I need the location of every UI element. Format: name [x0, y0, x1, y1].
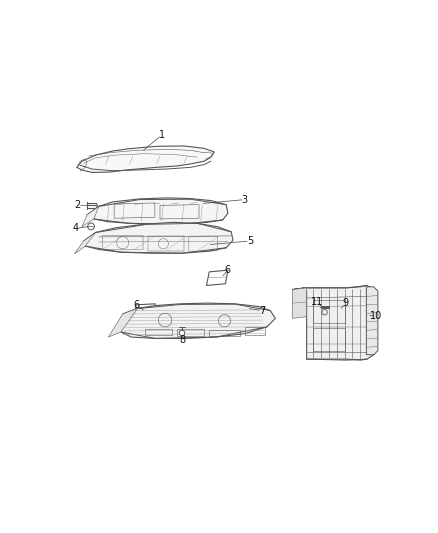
Text: 11: 11 [311, 297, 323, 307]
Polygon shape [293, 286, 374, 360]
Polygon shape [74, 232, 95, 254]
Text: 7: 7 [259, 305, 265, 316]
Polygon shape [87, 198, 228, 224]
Polygon shape [293, 288, 307, 318]
Text: 4: 4 [73, 223, 79, 233]
Text: 6: 6 [225, 265, 231, 275]
Polygon shape [84, 222, 233, 253]
Text: 1: 1 [159, 130, 165, 140]
Polygon shape [82, 206, 99, 227]
Text: 5: 5 [247, 236, 253, 246]
Polygon shape [77, 146, 214, 172]
Polygon shape [121, 303, 276, 338]
Polygon shape [108, 308, 138, 337]
Text: 3: 3 [242, 195, 248, 205]
Text: 6: 6 [133, 300, 139, 310]
Polygon shape [366, 287, 378, 354]
Text: 9: 9 [342, 298, 348, 308]
Text: 2: 2 [75, 200, 81, 211]
Circle shape [179, 330, 185, 336]
Circle shape [88, 223, 95, 230]
Text: 10: 10 [371, 311, 383, 321]
Text: 8: 8 [179, 335, 185, 345]
